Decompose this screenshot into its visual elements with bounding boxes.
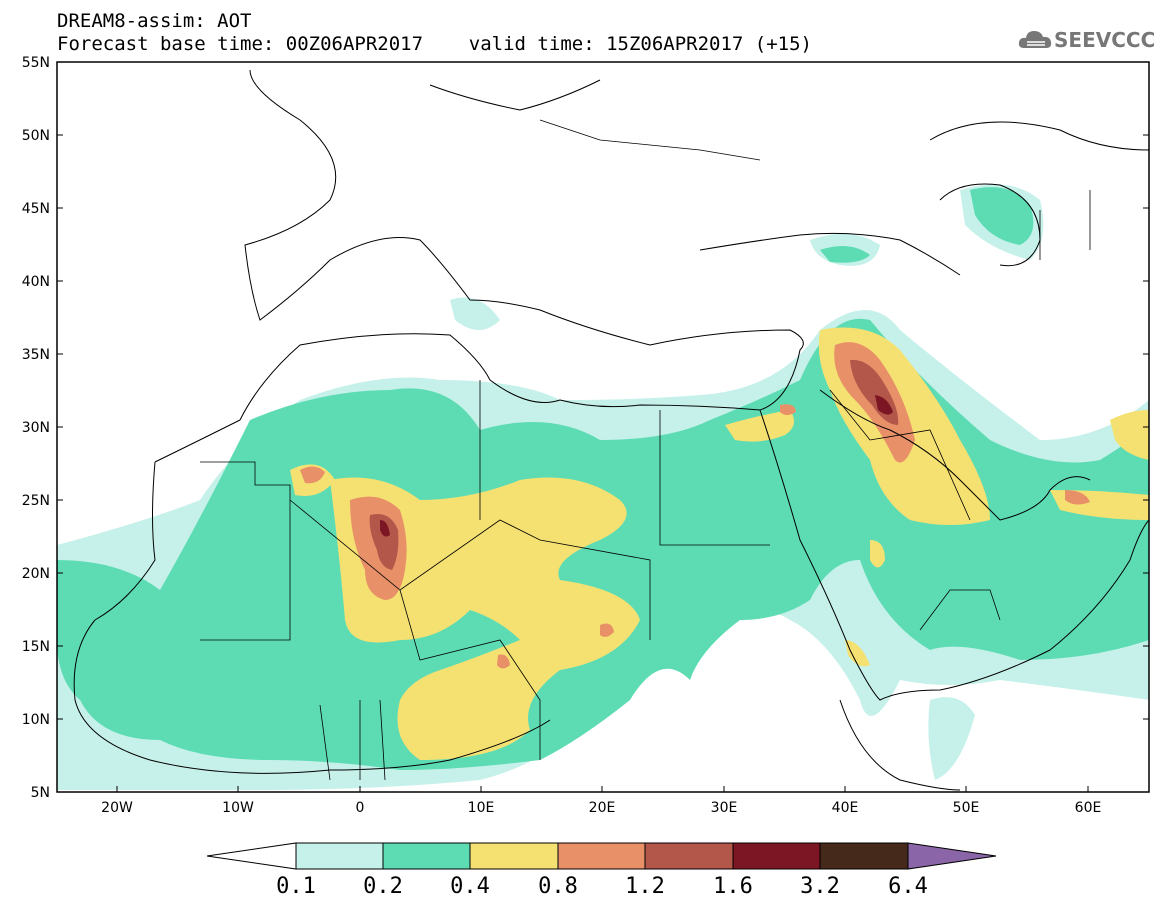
lon-label: 10W (222, 800, 254, 816)
lat-label: 35N (22, 347, 50, 363)
lon-label: 60E (1075, 800, 1102, 816)
colorbar-box (382, 842, 471, 870)
colorbar-label: 1.2 (625, 874, 665, 899)
colorbar-label: 0.8 (538, 874, 578, 899)
colorbar-box (557, 842, 646, 870)
colorbar-box (819, 842, 909, 870)
aot-band-1.6 (380, 395, 893, 537)
lat-label: 25N (22, 493, 50, 509)
lat-label: 15N (22, 639, 50, 655)
borders (200, 119, 1091, 781)
aot-field (57, 184, 1149, 790)
colorbar-label: 0.4 (450, 874, 490, 899)
lon-label: 30E (711, 800, 738, 816)
colorbar-under-arrow (206, 842, 297, 870)
lat-label: 40N (22, 274, 50, 290)
colorbar-label: 1.6 (713, 874, 753, 899)
lon-label: 10E (468, 800, 495, 816)
latitude-axis: 55N 50N 45N 40N 35N 30N 25N 20N 15N 10N … (22, 55, 1149, 801)
lat-label: 55N (22, 55, 50, 71)
colorbar: 0.1 0.2 0.4 0.8 1.2 1.6 3.2 6.4 (206, 842, 997, 899)
lat-label: 45N (22, 201, 50, 217)
lon-label: 0 (356, 800, 365, 816)
colorbar-label: 6.4 (888, 874, 928, 899)
lat-label: 5N (31, 785, 50, 801)
colorbar-box (732, 842, 821, 870)
cloud-icon (1018, 31, 1052, 48)
coastlines (73, 69, 1149, 791)
colorbar-label: 0.1 (276, 874, 316, 899)
lon-label: 40E (832, 800, 859, 816)
colorbar-over-arrow (907, 842, 997, 870)
longitude-axis: 20W 10W 0 10E 20E 30E 40E 50E 60E (101, 786, 1101, 816)
forecast-time-line: Forecast base time: 00Z06APR2017 valid t… (57, 33, 812, 55)
lat-label: 30N (22, 420, 50, 436)
colorbar-box (644, 842, 734, 870)
lon-label: 50E (953, 800, 980, 816)
colorbar-box (295, 842, 384, 870)
lat-label: 10N (22, 712, 50, 728)
lat-label: 20N (22, 566, 50, 582)
lon-label: 20E (589, 800, 616, 816)
lat-label: 50N (22, 128, 50, 144)
plot-title: DREAM8-assim: AOT (57, 10, 252, 32)
colorbar-label: 0.2 (363, 874, 403, 899)
lon-label: 20W (101, 800, 133, 816)
colorbar-box (469, 842, 559, 870)
colorbar-label: 3.2 (800, 874, 840, 899)
logo-text: SEEVCCC (1054, 28, 1156, 52)
